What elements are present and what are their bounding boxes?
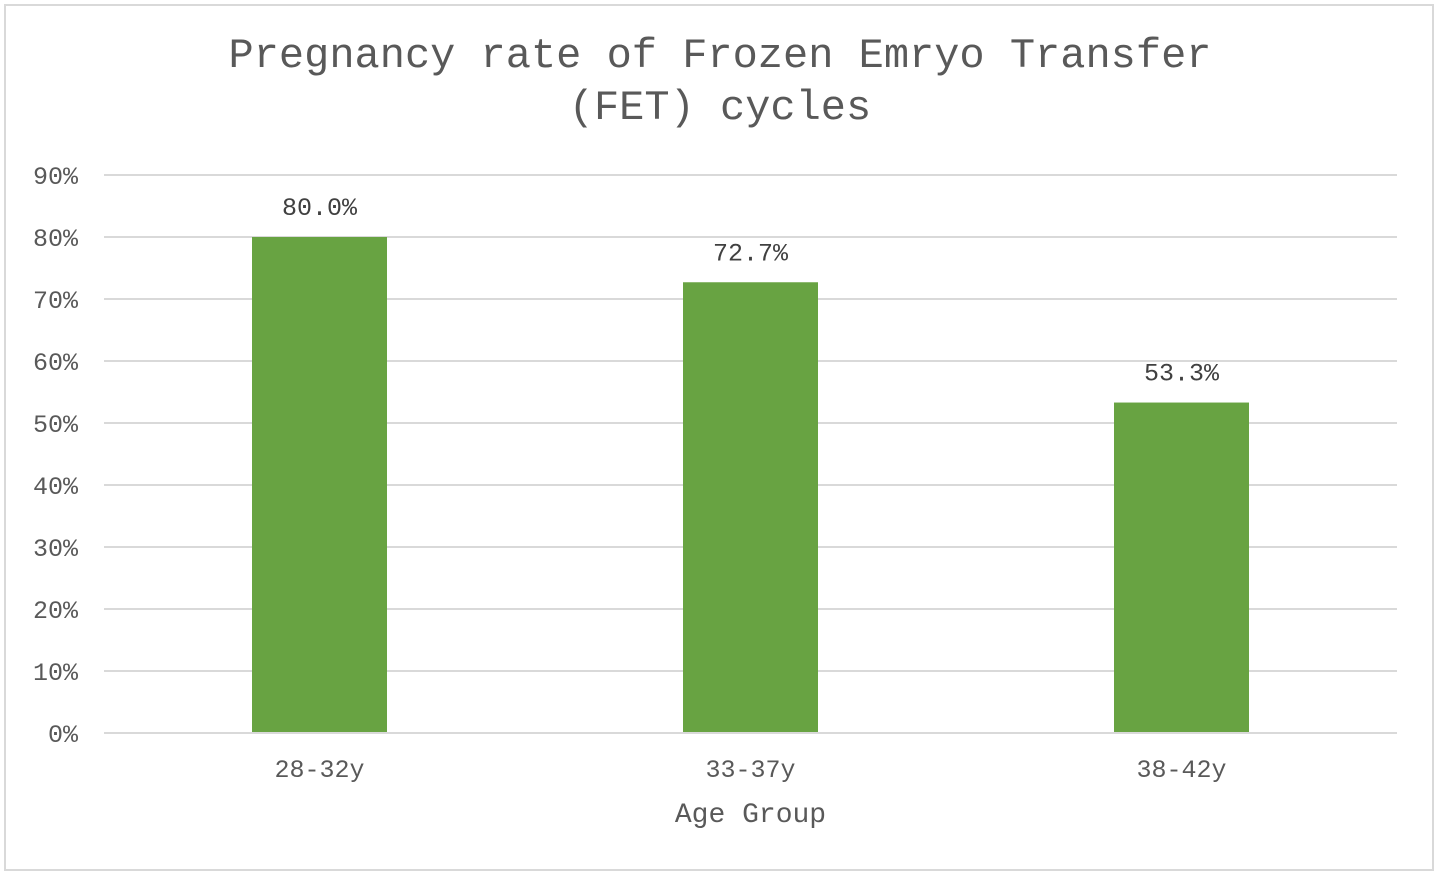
y-tick-label: 40% bbox=[33, 473, 79, 502]
data-label-33-37y: 72.7% bbox=[713, 239, 789, 268]
chart-title-line-2: (FET) cycles bbox=[568, 84, 872, 132]
x-tick-label-33-37y: 33-37y bbox=[705, 756, 795, 785]
x-axis-title: Age Group bbox=[675, 800, 826, 831]
x-axis-ticks: 28-32y 33-37y 38-42y bbox=[104, 732, 1397, 785]
y-tick-label: 80% bbox=[33, 225, 79, 254]
y-tick-label: 0% bbox=[48, 721, 79, 750]
data-label-28-32y: 80.0% bbox=[282, 194, 358, 223]
x-tick-label-38-42y: 38-42y bbox=[1136, 756, 1226, 785]
x-tick-label-28-32y: 28-32y bbox=[274, 756, 364, 785]
y-tick-label: 70% bbox=[33, 287, 79, 316]
data-label-38-42y: 53.3% bbox=[1144, 360, 1220, 389]
bars bbox=[252, 237, 1249, 733]
y-tick-label: 10% bbox=[33, 659, 79, 688]
y-tick-label: 60% bbox=[33, 349, 79, 378]
y-tick-label: 20% bbox=[33, 597, 79, 626]
chart-title-line-1: Pregnancy rate of Frozen Emryo Transfer bbox=[228, 32, 1212, 80]
y-tick-label: 90% bbox=[33, 163, 79, 192]
y-axis-ticks: 0% 10% 20% 30% 40% 50% 60% 70% 80% 90% bbox=[33, 163, 79, 750]
chart-title: Pregnancy rate of Frozen Emryo Transfer … bbox=[0, 30, 1440, 134]
bar-33-37y bbox=[683, 282, 818, 733]
bar-38-42y bbox=[1114, 402, 1249, 733]
y-tick-label: 30% bbox=[33, 535, 79, 564]
y-tick-label: 50% bbox=[33, 411, 79, 440]
bar-28-32y bbox=[252, 237, 387, 733]
data-labels: 80.0% 72.7% 53.3% bbox=[282, 194, 1220, 389]
